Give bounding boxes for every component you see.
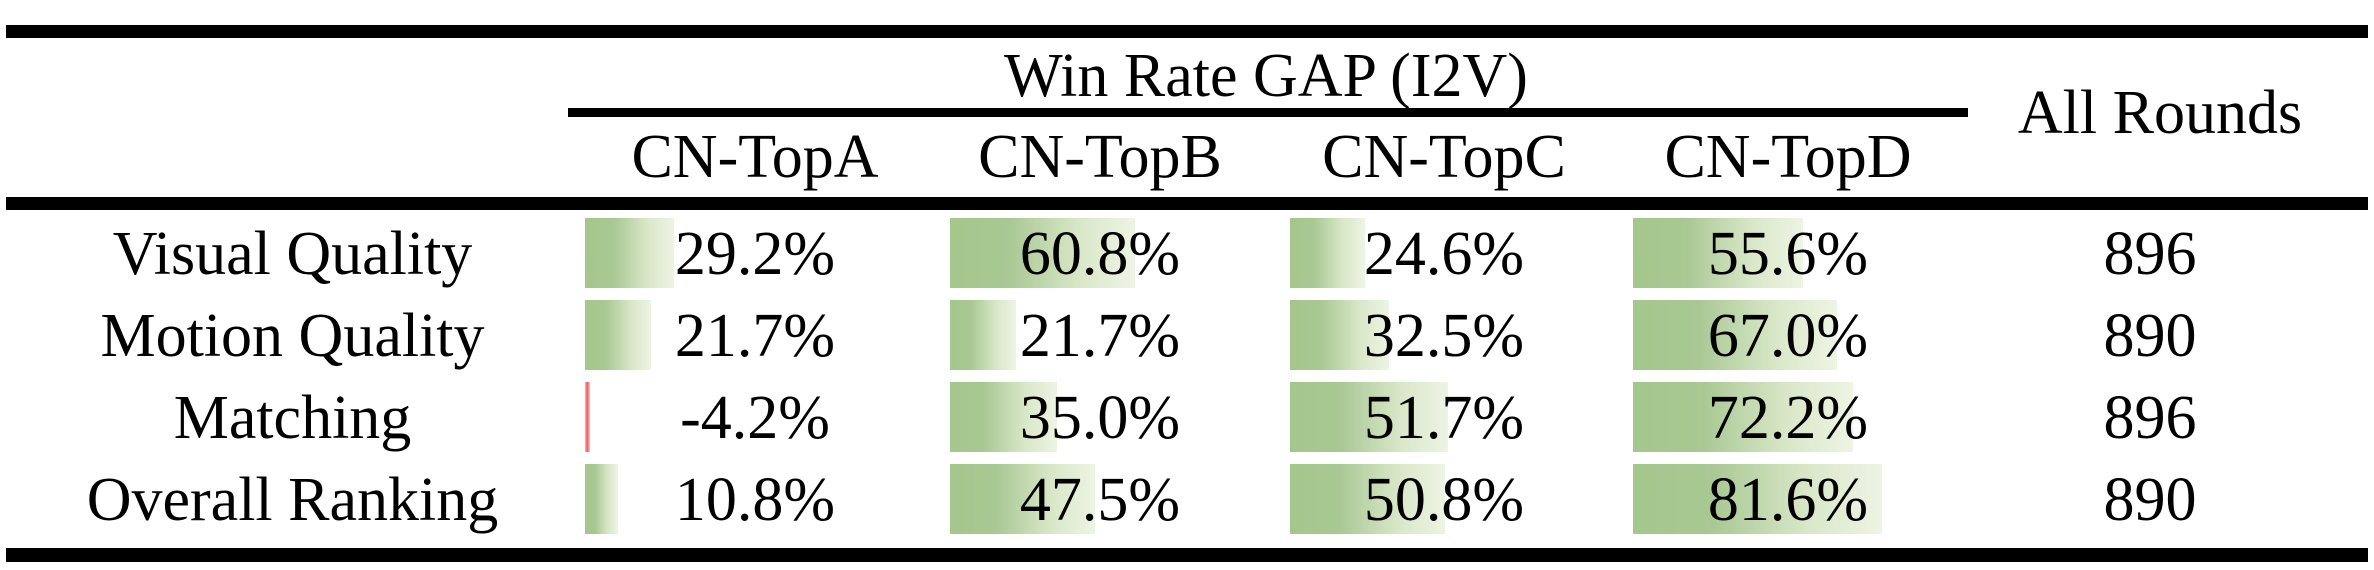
data-bar [950,382,1057,452]
table-bottom-rule [6,548,2368,562]
all-rounds-value: 896 [2103,384,2197,452]
cell-value: 35.0% [1019,384,1181,452]
row-label: Matching [173,384,412,452]
cell-value: 21.7% [674,302,836,370]
data-bar [950,218,1135,288]
cell-value: 32.5% [1363,302,1525,370]
data-bar [1633,464,1882,534]
all-rounds-column-header: All Rounds [2017,79,2303,147]
data-bar [585,300,651,370]
cell-value: 10.8% [674,466,836,534]
data-bar [1633,300,1837,370]
data-bar [1633,218,1803,288]
cell-value: 47.5% [1019,466,1181,534]
cell-value: 72.2% [1707,384,1869,452]
row-label: Visual Quality [112,220,473,288]
cell-value: 51.7% [1363,384,1525,452]
table-row: Visual Quality 29.2% 60.8% 24.6% 55.6% 896 [0,213,2374,295]
table-row: Overall Ranking 10.8% 47.5% 50.8% 81.6% 890 [0,459,2374,541]
cell-value: 60.8% [1019,220,1181,288]
data-bar [585,464,618,534]
table-top-rule [6,25,2368,38]
data-bar [1290,218,1365,288]
table-header-rule [6,197,2368,210]
row-label: Motion Quality [100,302,485,370]
column-header-cn-topb: CN-TopB [978,123,1222,191]
table-span-header: Win Rate GAP (I2V) [1004,42,1528,110]
cell-value: -4.2% [680,384,830,452]
data-bar [950,300,1016,370]
cell-value: 24.6% [1363,220,1525,288]
cell-value: 81.6% [1707,466,1869,534]
data-bar [585,218,674,288]
column-header-cn-topd: CN-TopD [1664,123,1912,191]
data-bar [950,464,1095,534]
cell-value: 50.8% [1363,466,1525,534]
column-header-cn-topa: CN-TopA [631,123,879,191]
cell-value: 55.6% [1707,220,1869,288]
table-row: Matching -4.2% 35.0% 51.7% 72.2% 896 [0,377,2374,459]
cell-value: 21.7% [1019,302,1181,370]
data-bar [1290,300,1389,370]
negative-data-bar [585,382,590,452]
all-rounds-value: 890 [2103,302,2197,370]
span-header-underline-rule [568,108,1968,117]
column-header-cn-topc: CN-TopC [1322,123,1566,191]
data-bar [1290,464,1445,534]
all-rounds-value: 896 [2103,220,2197,288]
row-label: Overall Ranking [86,466,499,534]
data-bar [1290,382,1448,452]
cell-value: 67.0% [1707,302,1869,370]
cell-value: 29.2% [674,220,836,288]
all-rounds-value: 890 [2103,466,2197,534]
table-row: Motion Quality 21.7% 21.7% 32.5% 67.0% 890 [0,295,2374,377]
data-bar [1633,382,1853,452]
